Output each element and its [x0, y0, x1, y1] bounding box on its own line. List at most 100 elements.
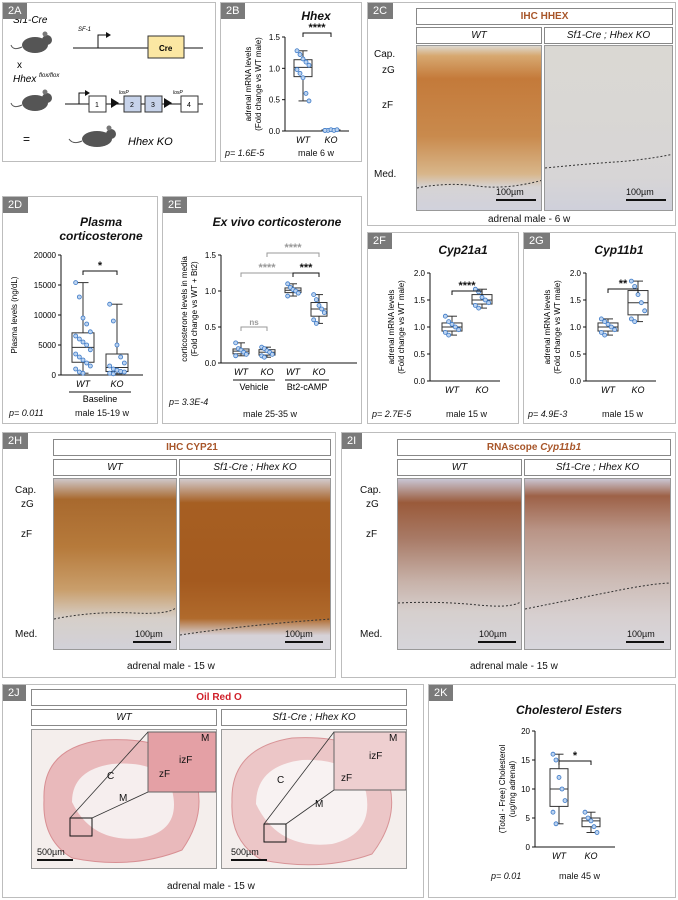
data-point [80, 315, 86, 321]
y-axis-label: (ug/mg adrenal) [508, 760, 517, 817]
stain-title: Oil Red O [31, 689, 407, 706]
data-point [605, 321, 611, 327]
data-point [285, 281, 291, 287]
stain-title-gene: Cyp11b1 [540, 442, 582, 453]
data-point [76, 294, 82, 300]
y-axis-label: corticosterone levels in media [180, 256, 189, 362]
plasma-chart: 0 5000 10000 15000 20000 Plasma levels (ng/dL… [10, 251, 143, 404]
y-axis-label: (Fold change vs WT + Bt2) [190, 261, 199, 357]
data-point [80, 339, 86, 345]
data-point [562, 798, 568, 803]
data-point [294, 48, 300, 54]
cap-label: Cap. [360, 485, 382, 496]
data-point [313, 321, 319, 326]
panel-2d: 2D Plasma corticosterone 0 5000 10000 15000… [2, 196, 158, 424]
y-tick-label: 1.0 [570, 323, 582, 332]
data-point [303, 91, 309, 96]
panel-label: 2K [429, 685, 454, 701]
data-point [446, 332, 452, 338]
p-value: p= 0.01 [491, 871, 522, 881]
panel-label: 2E [163, 197, 188, 213]
panel-2i: 2I RNAscope Cyp11b1 WT Sf1-Cre ; Hhex KO… [341, 432, 676, 678]
data-point [303, 59, 309, 65]
data-point [87, 329, 93, 335]
loxp-label: loxP [173, 90, 183, 96]
data-point [110, 318, 116, 324]
data-point [632, 319, 638, 324]
data-point [297, 52, 303, 57]
panel-2k: 2K Cholesterol Esters 0 5 10 15 20 (Total - F… [428, 684, 676, 898]
y-tick-label: 15000 [34, 281, 57, 290]
wt-header: WT [53, 459, 177, 476]
med-label: Med. [360, 629, 383, 640]
data-point [300, 75, 306, 81]
y-tick-label: 15 [521, 756, 530, 765]
caption: adrenal male - 6 w [488, 214, 571, 225]
cre-label: Cre [159, 44, 173, 53]
cre-box [147, 35, 185, 59]
data-point [76, 354, 82, 360]
y-tick-label: 0.5 [205, 323, 217, 332]
hhex-ko-label: Hhex KO [128, 136, 173, 148]
x-tick-label: WT [296, 135, 311, 145]
significance-bracket [451, 290, 483, 295]
scale-bar [37, 859, 73, 861]
hhex-label: Hhex [13, 74, 37, 85]
y-axis-label: Plasma levels (ng/dL) [10, 276, 19, 353]
x-tick-label: KO [260, 367, 273, 377]
zf-label: zF [341, 773, 353, 784]
chart-title: Cyp21a1 [438, 243, 488, 257]
scale-bar [133, 641, 171, 643]
cyp11b1-ko-image [524, 478, 671, 650]
oil-red-o-ko-image [221, 729, 407, 869]
significance-label: **** [458, 280, 476, 292]
data-point [87, 347, 93, 353]
significance-label: * [98, 260, 103, 272]
y-tick-label: 1.5 [570, 296, 582, 305]
data-point [121, 369, 127, 375]
data-point [316, 303, 322, 308]
scale-bar [231, 859, 267, 861]
stain-title-method: RNAscope [486, 442, 541, 453]
data-point [482, 297, 488, 303]
scale-label: 100µm [626, 187, 654, 197]
cohort-note: male 45 w [559, 871, 601, 881]
data-point [446, 319, 452, 324]
cyp21-ko-image [179, 478, 331, 650]
data-point [84, 321, 90, 327]
y-axis-label: adrenal mRNA levels [543, 290, 552, 365]
cohort-note: male 25-35 w [243, 409, 298, 419]
significance-label: **** [284, 242, 302, 254]
scale-bar [626, 199, 666, 201]
panel-label: 2J [3, 685, 26, 701]
zf-label: zF [366, 529, 378, 540]
y-tick-label: 20000 [34, 251, 57, 260]
scale-label: 100µm [627, 629, 655, 639]
data-point [638, 300, 644, 306]
data-point [598, 316, 604, 322]
panel-label: 2C [368, 3, 394, 19]
chart-title: Hhex [301, 9, 331, 23]
box [581, 817, 601, 828]
data-point [107, 301, 113, 307]
medulla-label: M [315, 799, 324, 810]
y-tick-label: 0 [526, 843, 531, 852]
y-tick-label: 1.0 [414, 323, 426, 332]
medulla-label: M [201, 733, 210, 744]
p-value: p= 4.9E-3 [528, 409, 568, 419]
ko-header: Sf1-Cre ; Hhex KO [221, 709, 407, 726]
data-point [602, 332, 608, 338]
x-tick-label: WT [601, 385, 616, 395]
data-point [442, 330, 448, 335]
data-point [73, 366, 79, 372]
hhex-ko-image [544, 45, 673, 211]
cap-label: Cap. [374, 49, 396, 60]
significance-label: ns [249, 318, 259, 327]
chart-title: Plasma [79, 215, 123, 229]
significance-bracket [82, 270, 118, 275]
data-point [635, 292, 641, 297]
y-axis-label: (Fold change vs WT male) [397, 280, 406, 374]
cohort-note: male 15 w [602, 409, 644, 419]
panel-2a: 2A Sf1-Cre x SF-1 Cre Hhex flox/flox [2, 2, 216, 162]
p-value: p= 3.3E-4 [169, 397, 209, 407]
